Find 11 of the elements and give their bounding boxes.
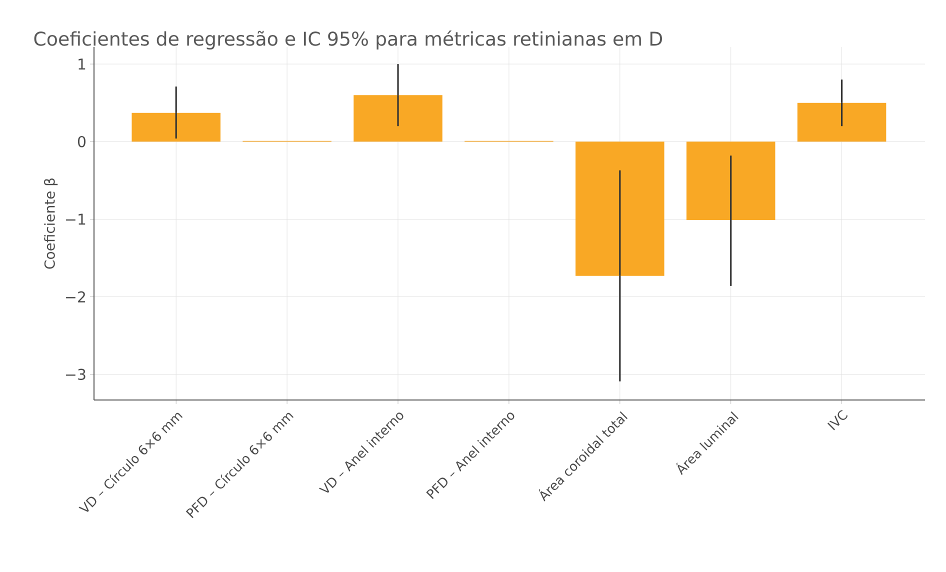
bar <box>797 102 886 142</box>
y-tick-label: 0 <box>78 136 86 148</box>
bar <box>132 112 220 142</box>
y-tick-label: 1 <box>78 58 86 70</box>
y-tick-label: −1 <box>66 214 86 225</box>
chart-title: Coeficientes de regressão e IC 95% para métricas retinianas em D <box>34 30 662 50</box>
bar <box>354 95 442 142</box>
x-tick-label: IVC <box>827 410 848 430</box>
y-tick-label: −2 <box>66 291 85 302</box>
y-axis-title: Coeficiente β <box>44 178 58 269</box>
y-tick-label: −3 <box>66 368 86 380</box>
